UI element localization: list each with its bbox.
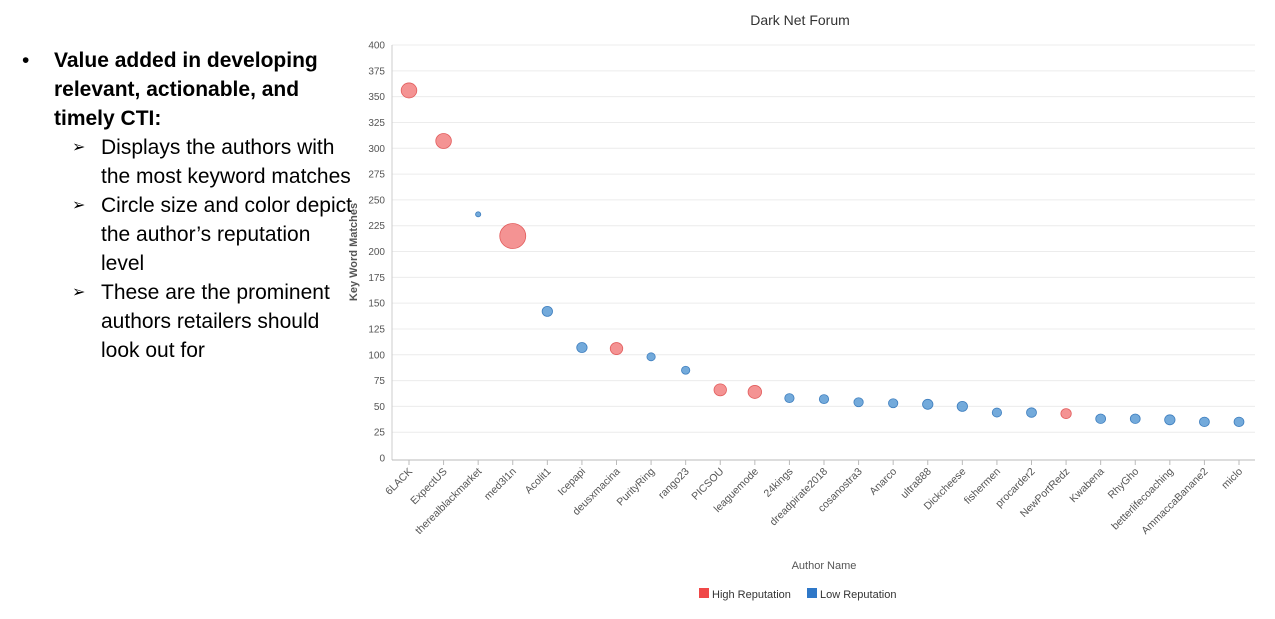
y-tick-label: 375 [368,66,385,77]
data-point-low[interactable] [853,397,864,408]
data-point-high[interactable] [609,342,624,355]
data-point-low[interactable] [1095,413,1107,424]
x-tick-label: 6LACK [383,466,415,498]
x-tick-label: med3l1n [482,466,519,503]
arrow-bullet-icon: ➢ [72,139,86,156]
data-point-low[interactable] [888,398,899,409]
data-point-high[interactable] [499,223,527,249]
y-tick-label: 100 [368,350,385,361]
slide-bullets: • Value added in developing relevant, ac… [22,46,352,365]
y-tick-label: 0 [379,454,385,465]
grid-lines [392,44,1255,433]
x-tick-label: AmmaccaBanane2 [1139,466,1210,537]
data-point-low[interactable] [991,407,1002,418]
data-point-high[interactable] [435,133,452,149]
data-point-high[interactable] [747,385,762,399]
data-point-low[interactable] [541,305,553,317]
arrow-bullet-icon: ➢ [72,284,86,301]
main-bullet-text: Value added in developing relevant, acti… [54,49,318,130]
data-point-low[interactable] [922,398,934,410]
y-tick-label: 250 [368,195,385,206]
data-point-low[interactable] [475,211,482,218]
data-point-low[interactable] [646,352,656,362]
data-point-low[interactable] [576,342,588,353]
x-tick-label: 24kings [761,466,795,500]
data-points [400,82,1245,428]
legend-label-low: Low Reputation [820,589,896,601]
y-tick-label: 400 [368,41,385,52]
sub-bullet: ➢ Displays the authors with the most key… [72,133,352,191]
x-tick-label: Kwabena [1067,466,1107,506]
data-point-low[interactable] [1199,416,1210,428]
arrow-bullet-icon: ➢ [72,197,86,214]
x-tick-label: rango23 [656,466,692,502]
sub-bullet: ➢ These are the prominent authors retail… [72,278,352,365]
sub-bullet: ➢ Circle size and color depict the autho… [72,191,352,278]
legend-swatch-high [699,588,709,598]
x-tick-label: betterlifecoaching [1109,466,1176,533]
y-tick-label: 350 [368,92,385,103]
data-point-high[interactable] [713,383,727,397]
y-tick-label: 175 [368,273,385,284]
data-point-high[interactable] [400,82,418,99]
legend-label-high: High Reputation [712,589,791,601]
y-tick-label: 200 [368,247,385,258]
chart-title: Dark Net Forum [750,12,850,28]
y-tick-label: 275 [368,170,385,181]
data-point-high[interactable] [1060,408,1072,420]
data-point-low[interactable] [1233,416,1245,428]
legend: High Reputation Low Reputation [699,588,896,601]
data-point-low[interactable] [1026,407,1037,418]
sub-bullet-text: These are the prominent authors retailer… [101,281,330,362]
y-tick-label: 50 [374,402,386,413]
y-tick-label: 225 [368,221,385,232]
y-tick-label: 25 [374,428,386,439]
x-tick-label: therealblackmarket [413,466,484,537]
data-point-low[interactable] [1164,414,1176,426]
main-bullet: • Value added in developing relevant, ac… [22,46,352,133]
x-tick-label: Icepapi [556,466,588,498]
y-axis-ticks: 0 25 50 75 100 125 150 175 200 225 250 275 300 325 350… [368,41,385,465]
y-tick-label: 325 [368,118,385,129]
data-point-low[interactable] [681,365,691,375]
scatter-chart: Dark Net Forum 0 25 50 75 100 125 150 175 200 225… [340,0,1275,614]
chart-svg: Dark Net Forum 0 25 50 75 100 125 150 175 200 225… [348,12,1255,601]
bullet-dot-icon: • [22,49,30,72]
data-point-low[interactable] [784,393,795,404]
y-tick-label: 150 [368,299,385,310]
sub-bullet-list: ➢ Displays the authors with the most key… [22,133,352,365]
data-point-low[interactable] [1129,413,1141,424]
x-tick-label: Anarco [867,466,899,498]
x-tick-label: miclo [1219,466,1245,492]
data-point-low[interactable] [818,394,830,405]
sub-bullet-text: Displays the authors with the most keywo… [101,136,351,188]
legend-swatch-low [807,588,817,598]
y-axis-title: Key Word Matches [348,203,360,301]
x-axis-title: Author Name [792,560,857,572]
y-tick-label: 125 [368,324,385,335]
data-point-low[interactable] [956,400,968,412]
x-tick-label: PurityRing [614,466,657,509]
x-tick-label: Acolit1 [523,466,554,497]
y-tick-label: 75 [374,376,386,387]
sub-bullet-text: Circle size and color depict the author’… [101,194,352,275]
y-tick-label: 300 [368,144,385,155]
